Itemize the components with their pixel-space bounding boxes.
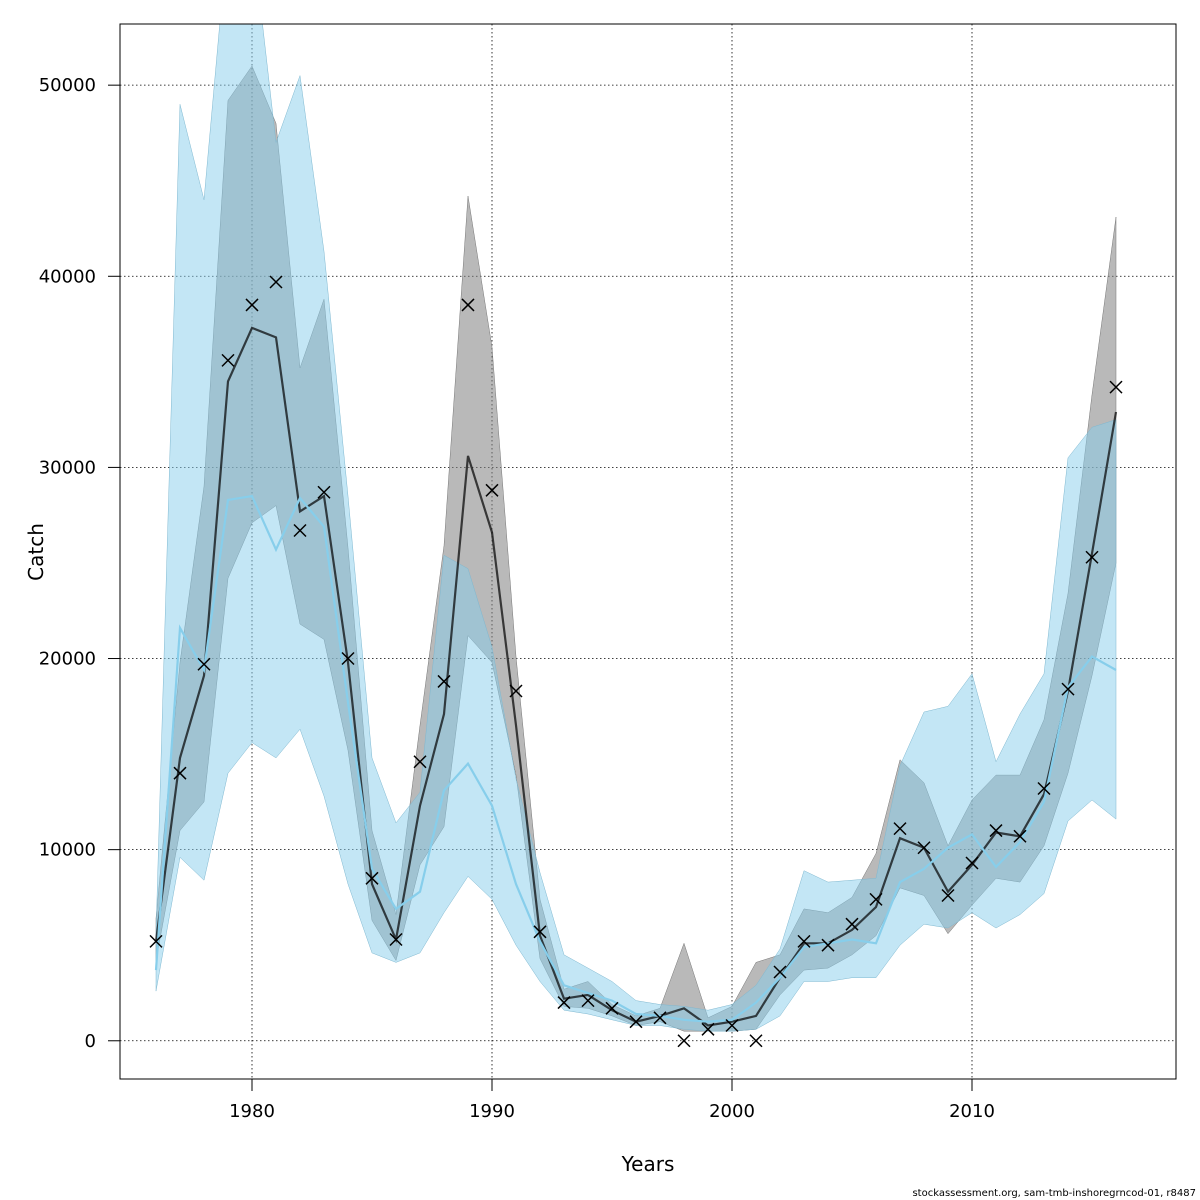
observed-point <box>461 298 475 312</box>
observed-point <box>821 938 835 952</box>
observed-point <box>245 298 259 312</box>
observed-point <box>533 925 547 939</box>
observed-point <box>269 275 283 289</box>
observed-point <box>293 523 307 538</box>
observed-point <box>941 888 955 903</box>
observed-point <box>341 651 355 666</box>
footer-source: stockassessment.org, sam-tmb-inshoregrnc… <box>912 1188 1196 1199</box>
y-tick-label: 50000 <box>39 75 96 96</box>
observed-point <box>965 856 979 870</box>
y-tick-label: 20000 <box>39 649 96 670</box>
observed-point <box>413 755 427 769</box>
y-tick-label: 30000 <box>39 457 96 478</box>
observed-point <box>557 996 571 1010</box>
observed-point <box>917 841 931 855</box>
observed-point <box>701 1022 715 1036</box>
observed-point <box>653 1011 667 1025</box>
y-axis: 0 10000 20000 30000 40000 50000 <box>39 75 120 1052</box>
y-tick-label: 0 <box>85 1031 96 1052</box>
observed-point <box>989 824 1003 838</box>
confidence-bands <box>155 24 1117 1032</box>
observed-point <box>485 483 499 497</box>
observed-point <box>677 1034 691 1048</box>
observed-point <box>365 871 379 885</box>
x-tick-label: 1980 <box>229 1101 275 1122</box>
observed-point <box>749 1034 763 1048</box>
observed-point <box>221 353 235 367</box>
observed-point <box>197 657 211 671</box>
observed-point <box>869 892 883 906</box>
x-axis: 1980 1990 2000 2010 <box>229 1079 995 1122</box>
x-tick-label: 2010 <box>949 1101 995 1122</box>
observed-point <box>845 917 859 931</box>
observed-point <box>893 822 907 836</box>
alternative-confidence-band <box>155 24 1117 1032</box>
x-tick-label: 1990 <box>469 1101 515 1122</box>
observed-point <box>605 1001 619 1015</box>
plot-frame <box>119 23 1177 1080</box>
observed-point <box>725 1018 739 1033</box>
x-axis-title: Years <box>621 1152 675 1176</box>
observed-point <box>389 932 403 947</box>
y-tick-label: 40000 <box>39 266 96 287</box>
x-tick-label: 2000 <box>709 1101 755 1122</box>
observed-point <box>629 1015 643 1029</box>
observed-point <box>509 684 523 698</box>
observed-point <box>797 934 811 948</box>
observed-point <box>173 766 187 780</box>
y-axis-title: Catch <box>24 523 48 581</box>
observed-markers <box>149 275 1123 1048</box>
observed-point <box>581 994 595 1008</box>
observed-point <box>1061 682 1075 696</box>
observed-point <box>1109 380 1123 394</box>
observed-point <box>1085 550 1099 564</box>
observed-point <box>149 934 163 948</box>
observed-point <box>317 485 331 499</box>
observed-point <box>437 674 451 688</box>
observed-point <box>1037 781 1051 796</box>
observed-point <box>1013 829 1027 843</box>
observed-point <box>773 965 787 979</box>
alternative-line <box>154 494 1117 1023</box>
y-tick-label: 10000 <box>39 840 96 861</box>
